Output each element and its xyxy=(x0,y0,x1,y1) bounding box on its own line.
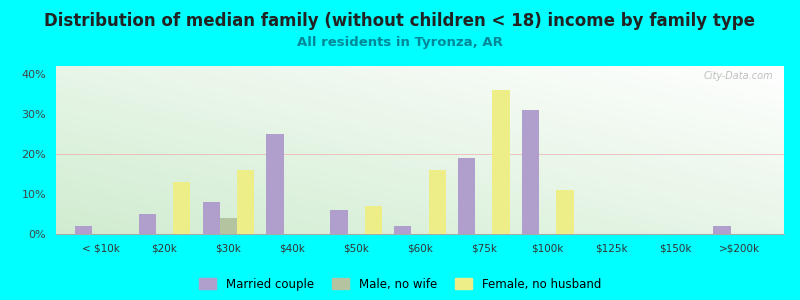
Bar xyxy=(714,226,730,234)
Bar xyxy=(330,210,347,234)
Bar xyxy=(556,190,574,234)
Bar xyxy=(458,158,475,234)
Bar xyxy=(365,206,382,234)
Bar xyxy=(220,218,237,234)
Bar xyxy=(237,170,254,234)
Bar xyxy=(173,182,190,234)
Text: All residents in Tyronza, AR: All residents in Tyronza, AR xyxy=(297,36,503,49)
Bar xyxy=(394,226,411,234)
Bar xyxy=(75,226,92,234)
Bar xyxy=(522,110,539,234)
Text: Distribution of median family (without children < 18) income by family type: Distribution of median family (without c… xyxy=(45,12,755,30)
Bar xyxy=(429,170,446,234)
Bar xyxy=(266,134,284,234)
Legend: Married couple, Male, no wife, Female, no husband: Married couple, Male, no wife, Female, n… xyxy=(195,274,605,294)
Bar xyxy=(138,214,156,234)
Text: City-Data.com: City-Data.com xyxy=(703,71,773,81)
Bar xyxy=(493,90,510,234)
Bar xyxy=(202,202,220,234)
